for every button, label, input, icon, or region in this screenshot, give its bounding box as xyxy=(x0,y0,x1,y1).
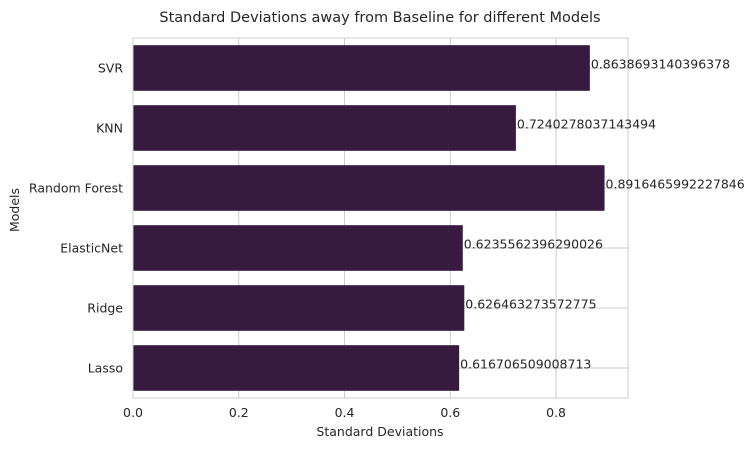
y-axis-tick-labels: SVR KNN Random Forest ElasticNet Ridge Lasso xyxy=(29,61,123,376)
data-label: 0.616706509008713 xyxy=(460,357,591,372)
x-tick-label: 0.0 xyxy=(123,405,143,420)
data-label: 0.626463273572775 xyxy=(465,297,596,312)
y-axis-label: Models xyxy=(7,188,22,232)
data-label: 0.6235562396290026 xyxy=(464,237,603,252)
bar-random-forest xyxy=(133,165,605,211)
bar-layer xyxy=(133,45,605,391)
plot-frame xyxy=(132,37,629,399)
bar-lasso xyxy=(133,345,460,391)
plot-border xyxy=(132,37,629,399)
bar-elasticnet xyxy=(133,225,463,271)
bar-svr xyxy=(133,45,590,91)
x-tick-label: 0.4 xyxy=(335,405,355,420)
grid-layer xyxy=(132,38,628,398)
chart-title: Standard Deviations away from Baseline f… xyxy=(159,10,600,26)
y-tick-label: KNN xyxy=(96,121,123,136)
x-tick-label: 0.6 xyxy=(440,405,460,420)
data-label: 0.8916465992227846 xyxy=(606,177,745,192)
x-axis-tick-labels: 0.0 0.2 0.4 0.6 0.8 xyxy=(123,405,566,420)
data-label-layer: 0.8638693140396378 0.7240278037143494 0.89… xyxy=(460,57,745,372)
x-tick-label: 0.2 xyxy=(229,405,249,420)
bar-knn xyxy=(133,105,516,151)
y-tick-label: SVR xyxy=(98,61,123,76)
y-tick-label: Lasso xyxy=(88,361,123,376)
data-label: 0.8638693140396378 xyxy=(591,57,730,72)
y-tick-label: ElasticNet xyxy=(60,241,123,256)
y-tick-label: Random Forest xyxy=(29,181,123,196)
y-tick-label: Ridge xyxy=(87,301,123,316)
x-tick-label: 0.8 xyxy=(546,405,566,420)
data-label: 0.7240278037143494 xyxy=(517,117,656,132)
bar-ridge xyxy=(133,285,465,331)
x-axis-label: Standard Deviations xyxy=(316,424,443,439)
